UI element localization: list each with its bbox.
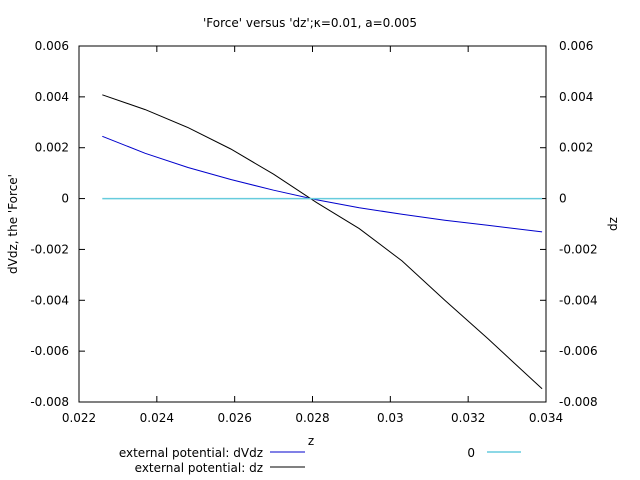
x-tick-label: 0.028 (295, 411, 329, 425)
y-tick-label: -0.004 (30, 293, 69, 307)
plot-series (102, 94, 543, 390)
y-tick-label: -0.002 (30, 242, 69, 256)
y2-tick-label: -0.002 (559, 242, 598, 256)
x-tick-label: 0.024 (140, 411, 174, 425)
x-tick-label: 0.03 (377, 411, 404, 425)
y2-tick-label: 0.002 (559, 141, 593, 155)
x-axis-label: z (308, 434, 314, 448)
y2-tick-label: -0.008 (559, 395, 598, 409)
y-tick-label: 0.002 (35, 141, 69, 155)
legend: external potential: dVdz external potent… (119, 446, 521, 475)
y2-tick-label: 0.006 (559, 39, 593, 53)
series-line-dz (102, 94, 543, 390)
y-tick-label: -0.008 (30, 395, 69, 409)
chart-title: 'Force' versus 'dz';κ=0.01, a=0.005 (203, 16, 417, 30)
legend-label-dz: external potential: dz (135, 461, 263, 475)
x-tick-label: 0.034 (529, 411, 563, 425)
y2-tick-label: -0.006 (559, 344, 598, 358)
x-tick-label: 0.032 (451, 411, 485, 425)
y-tick-label: 0.004 (35, 90, 69, 104)
x-tick-label: 0.022 (62, 411, 96, 425)
axis-ticks: 0.022 0.024 0.026 0.028 0.03 0.032 0.034 0.006 0… (30, 39, 597, 425)
y2-tick-label: -0.004 (559, 293, 598, 307)
y-axis-label: dVdz, the 'Force' (6, 174, 20, 274)
y-tick-label: 0.006 (35, 39, 69, 53)
y2-tick-label: 0 (559, 192, 567, 206)
y2-tick-label: 0.004 (559, 90, 593, 104)
legend-label-zero: 0 (467, 446, 475, 460)
series-line-dvdz (102, 135, 543, 233)
legend-label-dvdz: external potential: dVdz (119, 446, 263, 460)
x-tick-label: 0.026 (217, 411, 251, 425)
y-tick-label: 0 (61, 192, 69, 206)
y-tick-label: -0.006 (30, 344, 69, 358)
y2-axis-label: dz (606, 217, 620, 231)
